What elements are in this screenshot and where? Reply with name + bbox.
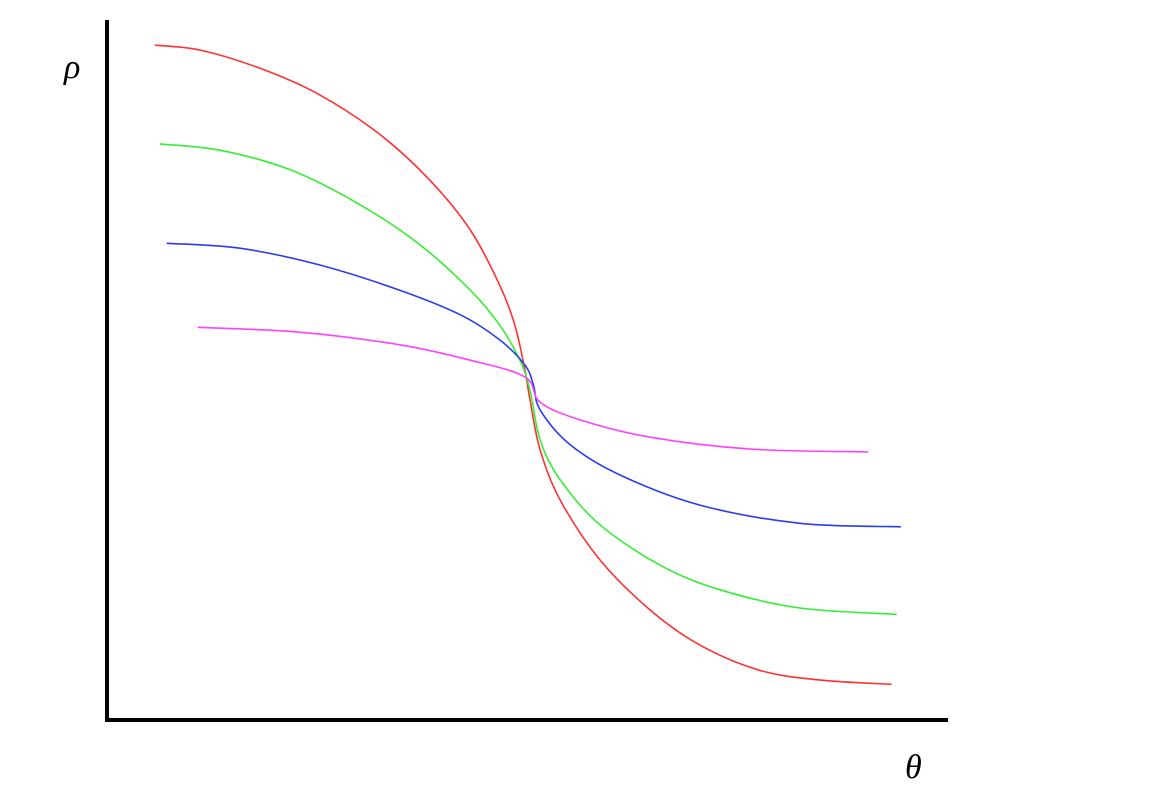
curve <box>166 242 901 528</box>
y-axis-label: ρ <box>63 49 80 86</box>
curve <box>197 326 869 453</box>
x-axis-label: θ <box>905 749 922 786</box>
curve <box>154 44 892 686</box>
